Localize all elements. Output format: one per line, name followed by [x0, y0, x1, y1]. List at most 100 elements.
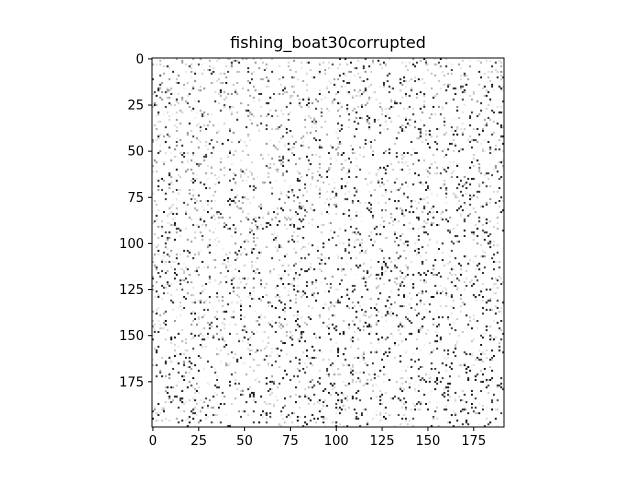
noise-pixel [469, 115, 472, 118]
noise-pixel [458, 364, 461, 367]
noise-pixel [337, 347, 340, 350]
noise-pixel [390, 98, 393, 101]
noise-pixel [161, 235, 164, 238]
noise-pixel [447, 220, 450, 223]
noise-pixel [271, 380, 274, 383]
noise-pixel [258, 128, 261, 131]
noise-pixel [249, 336, 252, 339]
noise-pixel [425, 63, 428, 66]
noise-pixel [230, 229, 233, 232]
noise-pixel [439, 218, 442, 221]
noise-pixel [185, 266, 187, 269]
noise-pixel [465, 419, 468, 422]
noise-pixel [412, 353, 415, 356]
noise-pixel [234, 242, 237, 245]
noise-pixel [240, 308, 242, 311]
noise-pixel [417, 358, 420, 361]
noise-pixel [190, 76, 193, 79]
noise-pixel [153, 253, 156, 256]
noise-pixel [311, 292, 314, 295]
noise-pixel [271, 257, 274, 260]
noise-pixel [425, 139, 428, 142]
noise-pixel [274, 179, 277, 182]
noise-pixel [315, 279, 318, 282]
noise-pixel [254, 379, 257, 381]
noise-pixel [271, 192, 274, 195]
noise-pixel [245, 126, 248, 129]
noise-pixel [500, 211, 503, 214]
noise-pixel [436, 379, 439, 381]
noise-pixel [441, 259, 444, 262]
noise-pixel [361, 355, 363, 357]
noise-pixel [423, 220, 426, 223]
noise-pixel [485, 356, 488, 359]
noise-pixel [401, 325, 404, 328]
noise-pixel [221, 216, 224, 219]
noise-pixel [463, 281, 466, 284]
noise-pixel [458, 279, 461, 282]
noise-pixel [234, 181, 237, 184]
noise-pixel [289, 379, 292, 381]
noise-pixel [381, 194, 384, 197]
noise-pixel [181, 288, 184, 291]
noise-pixel [487, 220, 490, 223]
noise-pixel [500, 89, 503, 92]
noise-pixel [328, 67, 330, 70]
noise-pixel [454, 257, 457, 260]
noise-pixel [221, 248, 224, 250]
noise-pixel [388, 379, 391, 381]
noise-pixel [252, 185, 255, 188]
noise-pixel [401, 417, 404, 420]
noise-pixel [177, 362, 180, 365]
noise-pixel [263, 401, 266, 404]
noise-pixel [392, 312, 395, 315]
noise-pixel [362, 270, 365, 273]
noise-pixel [289, 94, 292, 97]
noise-pixel [230, 373, 233, 376]
noise-pixel [174, 148, 176, 151]
noise-pixel [155, 214, 158, 217]
noise-pixel [359, 94, 362, 97]
noise-pixel [493, 393, 495, 396]
noise-pixel [230, 279, 233, 282]
noise-pixel [395, 152, 398, 154]
noise-pixel [353, 67, 356, 70]
noise-pixel [311, 386, 314, 389]
noise-pixel [355, 356, 358, 359]
noise-pixel [471, 177, 473, 180]
noise-pixel [436, 334, 439, 337]
noise-pixel [357, 231, 360, 234]
noise-pixel [496, 384, 499, 387]
noise-pixel [366, 118, 369, 121]
noise-pixel [467, 412, 470, 415]
noise-pixel [164, 338, 167, 341]
noise-pixel [219, 89, 222, 92]
noise-pixel [388, 351, 391, 354]
noise-pixel [208, 244, 211, 247]
noise-pixel [300, 355, 303, 357]
noise-pixel [166, 111, 169, 114]
noise-pixel [384, 373, 387, 376]
noise-pixel [482, 404, 484, 407]
noise-pixel [307, 305, 310, 308]
noise-pixel [373, 118, 376, 121]
noise-pixel [351, 231, 354, 234]
noise-pixel [423, 207, 426, 210]
noise-pixel [496, 399, 499, 402]
noise-pixel [454, 273, 457, 276]
noise-pixel [383, 415, 385, 418]
noise-pixel [163, 292, 165, 295]
noise-pixel [419, 380, 422, 383]
noise-pixel [236, 294, 239, 297]
noise-pixel [254, 244, 257, 247]
noise-pixel [318, 192, 321, 195]
noise-pixel [494, 417, 497, 420]
noise-pixel [249, 185, 252, 188]
noise-pixel [219, 168, 222, 171]
noise-pixel [240, 207, 242, 210]
noise-pixel [370, 207, 373, 210]
noise-pixel [416, 137, 418, 140]
noise-pixel [322, 415, 325, 418]
noise-pixel [219, 109, 222, 112]
y-tick-label: 150 [119, 329, 144, 344]
